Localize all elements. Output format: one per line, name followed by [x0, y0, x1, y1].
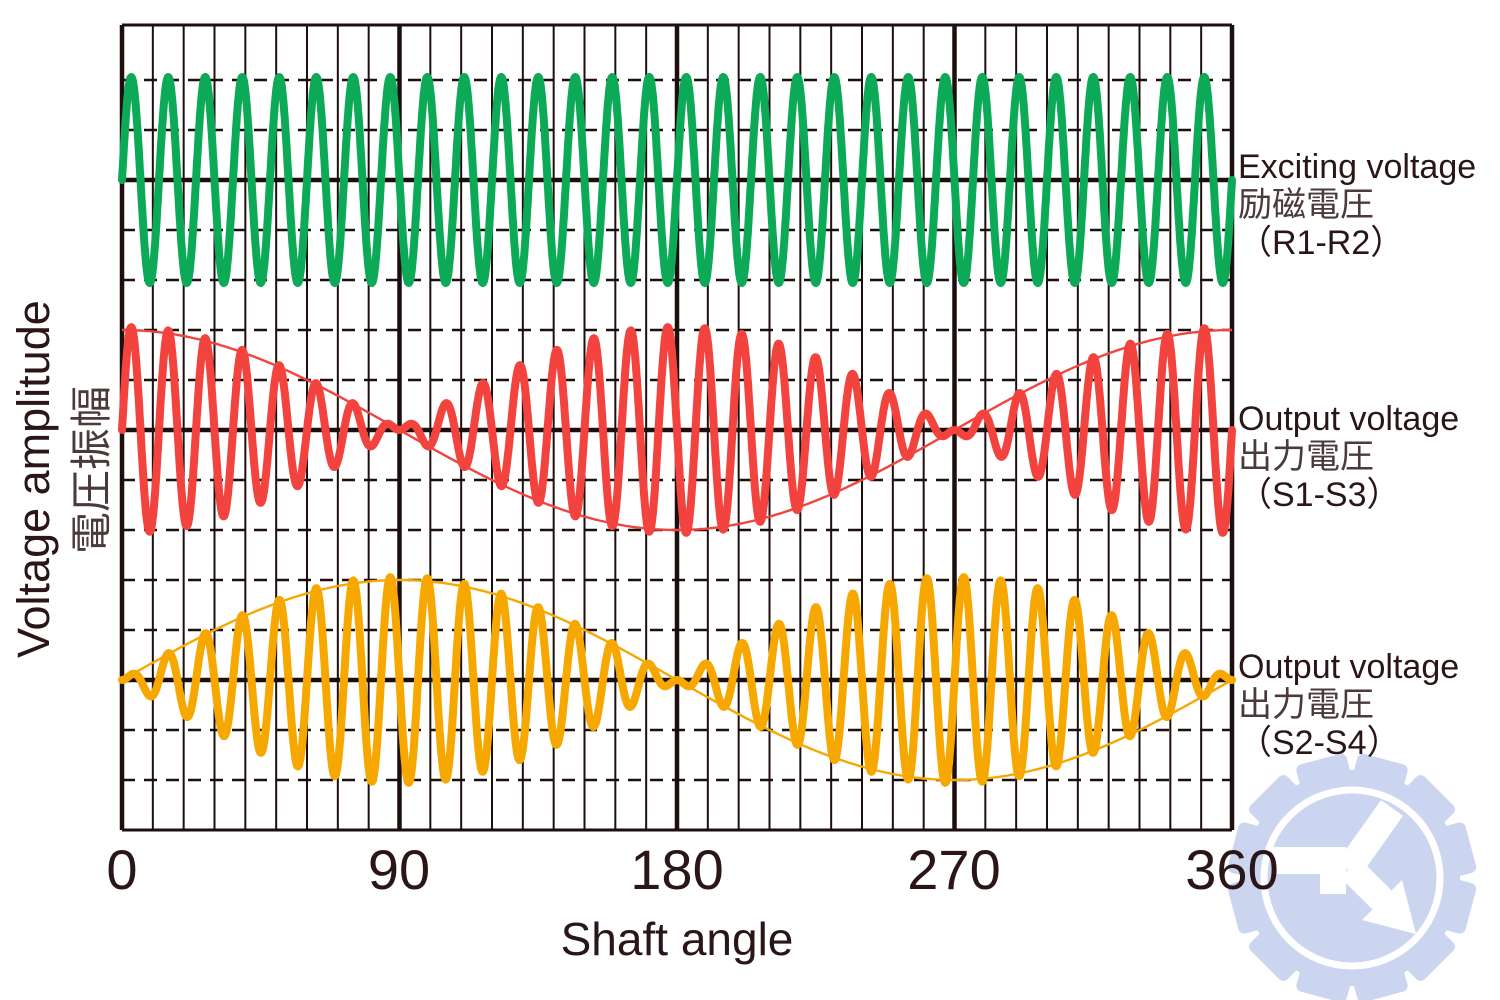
- y-axis-label-jp: 電圧振幅: [68, 385, 115, 554]
- watermark-gear-K-arrow-logo: [1227, 753, 1477, 1000]
- x-tick-label-360: 360: [1185, 838, 1279, 901]
- x-tick-label-180: 180: [630, 838, 724, 901]
- exciting-voltage-label-en: Exciting voltage: [1238, 148, 1477, 186]
- exciting-voltage-label: Exciting voltage 励磁電圧 （R1-R2）: [1238, 148, 1476, 262]
- output-voltage-s2-s4-label-jp: 出力電圧: [1238, 686, 1374, 724]
- x-axis-title: Shaft angle: [560, 913, 794, 965]
- exciting-voltage-label-jp: 励磁電圧: [1238, 186, 1374, 224]
- output-voltage-s2-s4-label: Output voltage 出力電圧 （S2-S4）: [1238, 648, 1459, 762]
- output-voltage-s1-s3-terminals: （S1-S3）: [1238, 476, 1401, 514]
- exciting-voltage-wave: [118, 73, 1236, 287]
- output-voltage-s1-s3-label-en: Output voltage: [1238, 400, 1460, 438]
- x-tick-label-270: 270: [907, 838, 1001, 901]
- output-voltage-s2-s4-label-en: Output voltage: [1238, 648, 1460, 686]
- output-voltage-s1-s3-wave: [118, 323, 1236, 537]
- output-voltage-s1-s3-envelope: [122, 328, 1232, 532]
- output-voltage-s1-s3-label-jp: 出力電圧: [1238, 438, 1374, 476]
- x-tick-label-0: 0: [106, 838, 138, 901]
- output-voltage-s1-s3-label: Output voltage 出力電圧 （S1-S3）: [1238, 400, 1459, 514]
- output-voltage-s2-s4-wave: [118, 573, 1236, 787]
- output-voltage-s2-s4-terminals: （S2-S4）: [1238, 724, 1401, 762]
- x-tick-label-90: 90: [367, 838, 431, 901]
- y-axis-label-en: Voltage amplitude: [8, 300, 59, 658]
- exciting-voltage-terminals: （R1-R2）: [1238, 224, 1405, 262]
